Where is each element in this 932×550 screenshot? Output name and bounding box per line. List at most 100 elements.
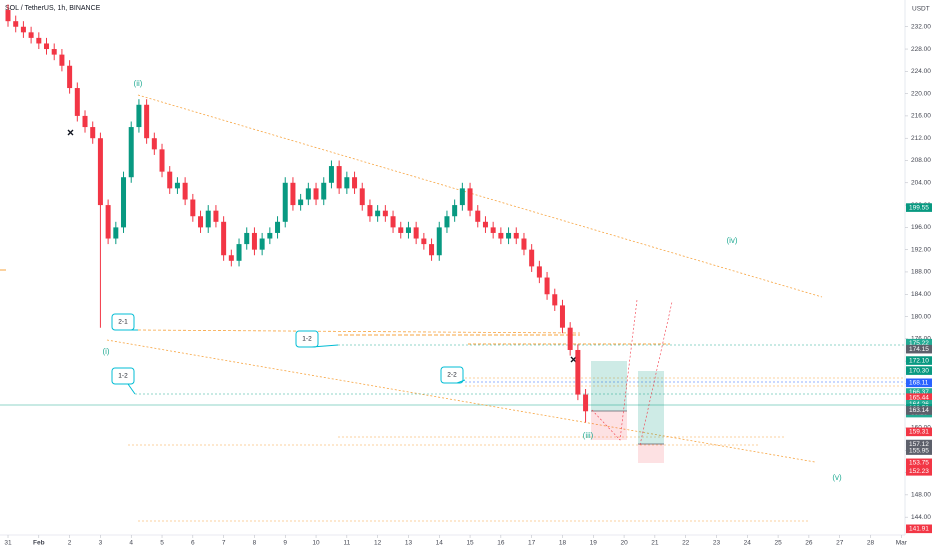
long-stop	[638, 444, 664, 463]
price-label-box	[906, 203, 932, 212]
trend-line	[106, 339, 816, 463]
candle-body	[13, 21, 19, 27]
candle-body	[51, 49, 57, 55]
y-tick-label: 208.00	[911, 157, 931, 164]
candle-body	[236, 244, 242, 261]
callout-text: 1-2	[302, 336, 312, 343]
price-label-box	[906, 458, 932, 468]
candle-body	[344, 177, 350, 189]
candle-body	[529, 249, 535, 267]
candle-body	[20, 26, 26, 33]
chart-title: SOL / TetherUS, 1h, BINANCE	[5, 5, 101, 12]
x-tick-label: 31	[4, 540, 12, 547]
y-tick-label: 144.00	[911, 514, 931, 521]
x-tick-label: 21	[651, 540, 659, 547]
candle-body	[567, 327, 573, 350]
candle-body	[90, 127, 96, 139]
candle-body	[467, 188, 473, 211]
candle-body	[298, 199, 304, 206]
y-tick-label: 148.00	[911, 492, 931, 499]
candle-body	[221, 221, 227, 256]
currency: USDT	[912, 6, 930, 13]
candle-body	[121, 177, 127, 228]
candle-body	[375, 210, 381, 217]
candle-body	[367, 205, 373, 217]
candle-body	[198, 216, 204, 228]
wave-label: (v)	[832, 473, 842, 482]
candle-body	[128, 127, 134, 178]
x-tick-label: 23	[713, 540, 721, 547]
price-label: 152.23	[909, 468, 929, 475]
y-tick-label: 188.00	[911, 269, 931, 276]
candle-body	[167, 171, 173, 189]
y-tick-label: 192.00	[911, 246, 931, 253]
price-label: 159.31	[909, 429, 929, 436]
y-tick-label: 224.00	[911, 68, 931, 75]
x-tick-label: 26	[805, 540, 813, 547]
candle-body	[5, 10, 11, 22]
callout-text: 2-2	[447, 372, 457, 379]
candle-body	[159, 149, 165, 172]
trend-line	[137, 94, 823, 298]
y-tick-label: 180.00	[911, 313, 931, 320]
candle-body	[490, 227, 496, 233]
callout	[440, 366, 466, 384]
candle-body	[82, 115, 88, 128]
x-tick-label: 18	[559, 540, 567, 547]
price-label-box	[906, 344, 932, 354]
price-label: 175.22	[909, 340, 929, 347]
price-label-box	[906, 356, 932, 365]
price-label: 170.30	[909, 367, 929, 374]
x-tick-label: 15	[466, 540, 474, 547]
x-tick-label: 4	[129, 540, 133, 547]
callout	[111, 313, 138, 331]
y-tick-label: 232.00	[911, 23, 931, 30]
candle-body	[321, 182, 327, 200]
candle-body	[328, 166, 334, 183]
price-label-box	[906, 524, 932, 534]
price-label: 157.12	[909, 441, 929, 448]
x-tick-label: 24	[744, 540, 752, 547]
candle-body	[190, 199, 196, 217]
candle-body	[144, 104, 150, 139]
candle-body	[382, 210, 388, 217]
wave-label: (i)	[102, 347, 109, 356]
candle-body	[390, 216, 396, 228]
candle-body	[459, 188, 465, 206]
price-label: 174.15	[909, 346, 929, 353]
y-tick-label: 196.00	[911, 224, 931, 231]
candle-body	[398, 227, 404, 233]
price-label-box	[906, 393, 932, 402]
candle-body	[305, 188, 311, 200]
candle-body	[36, 37, 42, 44]
projection	[639, 301, 673, 446]
price-label-box	[906, 427, 932, 437]
candle-body	[205, 210, 211, 228]
y-tick-label: 184.00	[911, 291, 931, 298]
candle-body	[583, 394, 589, 412]
candle-body	[213, 210, 219, 222]
callout-text: 2-1	[118, 319, 128, 326]
marker	[67, 129, 577, 363]
candle-body	[44, 43, 50, 50]
price-label: 155.95	[909, 447, 929, 454]
candle-body	[28, 32, 34, 38]
x-tick-label: 19	[590, 540, 598, 547]
y-tick-label: 220.00	[911, 90, 931, 97]
candle-body	[429, 244, 435, 256]
price-label: 141.91	[909, 526, 929, 533]
x-tick-label: 13	[405, 540, 413, 547]
candle-body	[475, 210, 481, 222]
price-label-box	[906, 439, 932, 449]
x-tick-label: 22	[682, 540, 690, 547]
candle-body	[575, 349, 581, 395]
candle-body	[436, 227, 442, 256]
candle-body	[182, 182, 188, 200]
price-label-box	[906, 388, 932, 397]
candle-body	[228, 255, 234, 261]
candle-body	[251, 232, 257, 250]
price-label: 199.55	[909, 204, 929, 211]
price-label: 153.75	[909, 460, 929, 467]
candle-body	[421, 238, 427, 245]
candle-body	[105, 205, 111, 239]
